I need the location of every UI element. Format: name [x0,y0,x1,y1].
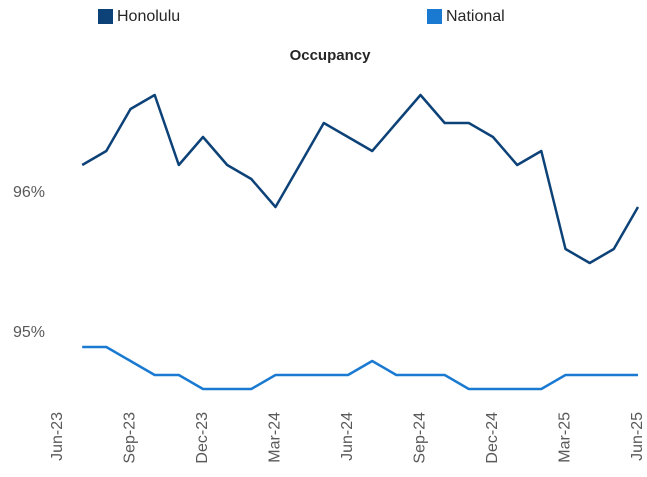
y-tick-label: 96% [13,184,45,201]
series-line [81,93,640,265]
series-line [82,345,638,391]
x-tick-label: Jun-25 [629,412,646,461]
legend-swatch [427,9,442,24]
x-tick-label: Sep-24 [412,412,429,464]
legend-label: Honolulu [117,8,180,25]
x-tick-label: Jun-24 [339,412,356,461]
x-tick-label: Sep-23 [122,412,139,464]
x-tick-label: Dec-23 [194,412,211,464]
x-tick-label: Jun-23 [49,412,66,461]
legend-label: National [446,8,505,25]
y-tick-label: 95% [13,324,45,341]
legend-swatch [98,9,113,24]
x-tick-label: Dec-24 [484,412,501,464]
x-tick-label: Mar-25 [557,412,574,463]
x-tick-label: Mar-24 [267,412,284,463]
chart-title: Occupancy [290,47,372,64]
